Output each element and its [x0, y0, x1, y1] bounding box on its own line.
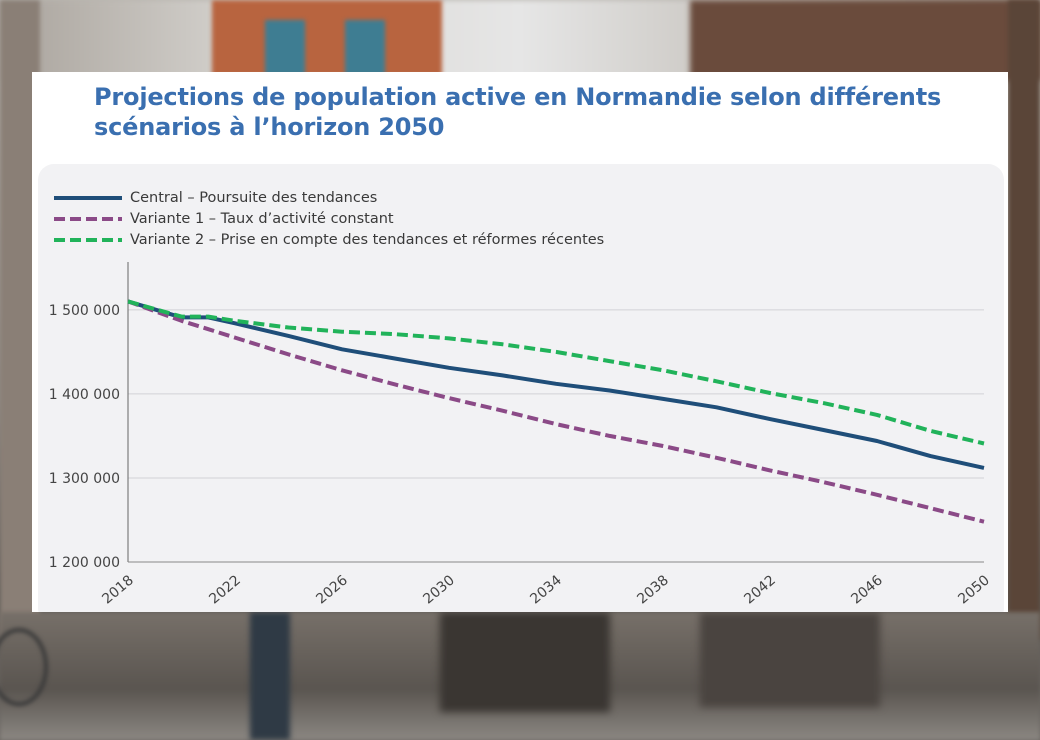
chart-card: Projections de population active en Norm… [32, 72, 1008, 612]
legend-item-variante-1: Variante 1 – Taux d’activité constant [54, 208, 604, 229]
legend-swatch-variante-1 [54, 216, 122, 221]
legend: Central – Poursuite des tendances Varian… [54, 187, 604, 250]
legend-label-variante-1: Variante 1 – Taux d’activité constant [130, 210, 394, 227]
x-tick-label: 2030 [420, 572, 458, 607]
y-tick-label: 1 200 000 [49, 555, 120, 571]
x-tick-label: 2046 [848, 572, 886, 607]
legend-item-central: Central – Poursuite des tendances [54, 187, 604, 208]
y-tick-label: 1 400 000 [49, 387, 120, 403]
legend-label-central: Central – Poursuite des tendances [130, 189, 378, 206]
plot-panel [38, 164, 1004, 612]
line-chart: 1 200 000 1 300 000 1 400 000 1 500 000 2018… [49, 262, 993, 607]
x-tick-label: 2018 [99, 572, 137, 607]
legend-swatch-variante-2 [54, 237, 122, 242]
y-tick-label: 1 500 000 [49, 303, 120, 319]
x-tick-label: 2026 [313, 572, 351, 607]
legend-label-variante-2: Variante 2 – Prise en compte des tendanc… [130, 231, 605, 248]
series-line-variante-1 [127, 299, 985, 524]
legend-item-variante-2: Variante 2 – Prise en compte des tendanc… [54, 229, 604, 250]
x-tick-label: 2050 [955, 572, 993, 607]
legend-swatch-central [54, 195, 122, 200]
x-tick-label: 2034 [527, 572, 565, 607]
x-tick-label: 2042 [741, 572, 779, 607]
chart-title: Projections de population active en Norm… [94, 83, 942, 141]
series-line-central [127, 299, 985, 470]
x-tick-label: 2022 [206, 572, 244, 607]
x-tick-label: 2038 [634, 572, 672, 607]
series-line-variante-2 [127, 299, 985, 446]
y-tick-label: 1 300 000 [49, 471, 120, 487]
